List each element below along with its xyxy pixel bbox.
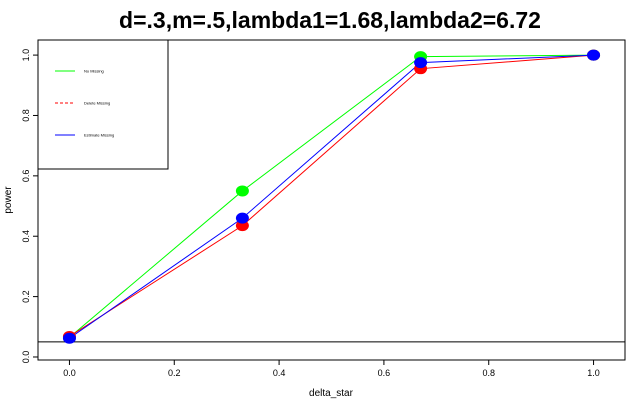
y-tick-label: 1.0 <box>21 49 31 62</box>
x-axis-label: delta_star <box>309 388 354 399</box>
plot-frame <box>37 39 626 361</box>
data-point <box>62 332 76 344</box>
x-tick-label: 0.4 <box>273 368 286 378</box>
y-tick-label: 0.6 <box>21 170 31 183</box>
data-point <box>414 57 428 69</box>
y-tick-label: 0.8 <box>21 109 31 122</box>
legend-label: Estimate Missing <box>84 133 114 138</box>
x-tick-label: 0.6 <box>378 368 391 378</box>
data-point <box>235 212 249 224</box>
legend: No Missing Delete Missing Estimate Missing <box>37 39 169 170</box>
y-tick-label: 0.4 <box>21 230 31 243</box>
x-tick-label: 0.2 <box>168 368 181 378</box>
series-line-1 <box>69 54 594 337</box>
x-axis: 0.0 0.2 0.4 0.6 0.8 1.0 <box>63 360 600 378</box>
y-tick-label: 0.2 <box>21 290 31 303</box>
chart-title: d=.3,m=.5,lambda1=1.68,lambda2=6.72 <box>119 7 541 33</box>
data-point <box>235 185 249 197</box>
data-point <box>235 220 249 232</box>
x-tick-label: 0.0 <box>63 368 76 378</box>
x-tick-label: 0.8 <box>482 368 495 378</box>
series-line-2 <box>69 54 594 339</box>
legend-label: Delete Missing <box>84 101 110 106</box>
x-tick-label: 1.0 <box>587 368 600 378</box>
y-tick-label: 0.0 <box>21 351 31 364</box>
legend-label: No Missing <box>84 69 104 74</box>
series-line-0 <box>69 54 594 338</box>
series-group <box>62 49 601 344</box>
y-axis: 0.0 0.2 0.4 0.6 0.8 1.0 <box>21 49 38 363</box>
y-axis-label: power <box>3 186 14 214</box>
data-point <box>587 49 601 61</box>
legend-box <box>37 39 169 170</box>
